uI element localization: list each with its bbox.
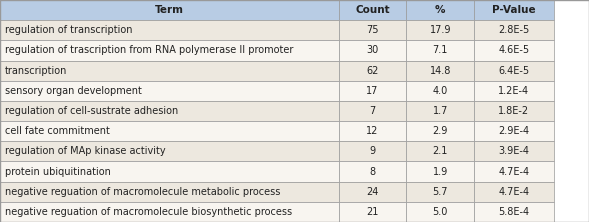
Bar <box>0 141 339 161</box>
Bar <box>339 40 406 61</box>
Text: 7.1: 7.1 <box>432 46 448 56</box>
Text: 14.8: 14.8 <box>429 66 451 76</box>
Text: %: % <box>435 5 445 15</box>
Bar <box>406 61 474 81</box>
Text: Count: Count <box>355 5 390 15</box>
Text: 7: 7 <box>369 106 376 116</box>
Text: 1.2E-4: 1.2E-4 <box>498 86 530 96</box>
Bar <box>406 161 474 182</box>
Text: 4.7E-4: 4.7E-4 <box>498 166 530 176</box>
Bar <box>474 20 554 40</box>
Text: 24: 24 <box>366 187 379 197</box>
Text: regulation of MAp kinase activity: regulation of MAp kinase activity <box>5 146 166 156</box>
Text: 9: 9 <box>369 146 376 156</box>
Text: 62: 62 <box>366 66 379 76</box>
Text: transcription: transcription <box>5 66 67 76</box>
Bar <box>339 202 406 222</box>
Bar <box>474 101 554 121</box>
Text: 1.9: 1.9 <box>433 166 448 176</box>
Bar <box>474 141 554 161</box>
Bar <box>474 0 554 20</box>
Bar <box>339 81 406 101</box>
Text: 12: 12 <box>366 126 379 136</box>
Bar <box>0 20 339 40</box>
Bar <box>406 101 474 121</box>
Bar <box>0 81 339 101</box>
Bar <box>474 161 554 182</box>
Bar <box>474 202 554 222</box>
Bar <box>0 202 339 222</box>
Bar <box>339 20 406 40</box>
Text: regulation of transcription: regulation of transcription <box>5 25 132 35</box>
Text: 30: 30 <box>366 46 379 56</box>
Text: 21: 21 <box>366 207 379 217</box>
Bar <box>0 101 339 121</box>
Text: 17: 17 <box>366 86 379 96</box>
Bar <box>0 182 339 202</box>
Text: Term: Term <box>155 5 184 15</box>
Text: sensory organ development: sensory organ development <box>5 86 141 96</box>
Bar <box>339 101 406 121</box>
Bar <box>0 161 339 182</box>
Text: 17.9: 17.9 <box>429 25 451 35</box>
Text: 2.8E-5: 2.8E-5 <box>498 25 530 35</box>
Text: 6.4E-5: 6.4E-5 <box>498 66 530 76</box>
Text: 5.8E-4: 5.8E-4 <box>498 207 530 217</box>
Text: 3.9E-4: 3.9E-4 <box>498 146 530 156</box>
Text: 1.8E-2: 1.8E-2 <box>498 106 530 116</box>
Bar <box>406 0 474 20</box>
Bar <box>406 202 474 222</box>
Text: 2.9: 2.9 <box>432 126 448 136</box>
Bar <box>474 121 554 141</box>
Bar <box>406 81 474 101</box>
Text: 8: 8 <box>369 166 376 176</box>
Bar <box>474 40 554 61</box>
Text: 5.7: 5.7 <box>432 187 448 197</box>
Text: 4.0: 4.0 <box>433 86 448 96</box>
Bar <box>339 61 406 81</box>
Text: cell fate commitment: cell fate commitment <box>5 126 110 136</box>
Bar <box>0 40 339 61</box>
Text: 2.1: 2.1 <box>432 146 448 156</box>
Text: protein ubiquitination: protein ubiquitination <box>5 166 111 176</box>
Bar <box>474 81 554 101</box>
Bar <box>474 61 554 81</box>
Text: regulation of cell-sustrate adhesion: regulation of cell-sustrate adhesion <box>5 106 178 116</box>
Text: 4.6E-5: 4.6E-5 <box>498 46 530 56</box>
Text: regulation of trascription from RNA polymerase II promoter: regulation of trascription from RNA poly… <box>5 46 293 56</box>
Text: 4.7E-4: 4.7E-4 <box>498 187 530 197</box>
Bar <box>406 182 474 202</box>
Bar <box>339 0 406 20</box>
Bar <box>406 121 474 141</box>
Bar <box>339 182 406 202</box>
Text: negative reguation of macromolecule biosynthetic process: negative reguation of macromolecule bios… <box>5 207 292 217</box>
Bar <box>0 121 339 141</box>
Bar <box>339 161 406 182</box>
Bar <box>474 182 554 202</box>
Bar <box>0 0 339 20</box>
Bar <box>406 20 474 40</box>
Text: 1.7: 1.7 <box>432 106 448 116</box>
Bar <box>406 141 474 161</box>
Text: negative reguation of macromolecule metabolic process: negative reguation of macromolecule meta… <box>5 187 280 197</box>
Bar <box>0 61 339 81</box>
Text: 5.0: 5.0 <box>432 207 448 217</box>
Bar <box>339 121 406 141</box>
Text: 75: 75 <box>366 25 379 35</box>
Bar <box>339 141 406 161</box>
Text: P-Value: P-Value <box>492 5 536 15</box>
Text: 2.9E-4: 2.9E-4 <box>498 126 530 136</box>
Bar <box>406 40 474 61</box>
